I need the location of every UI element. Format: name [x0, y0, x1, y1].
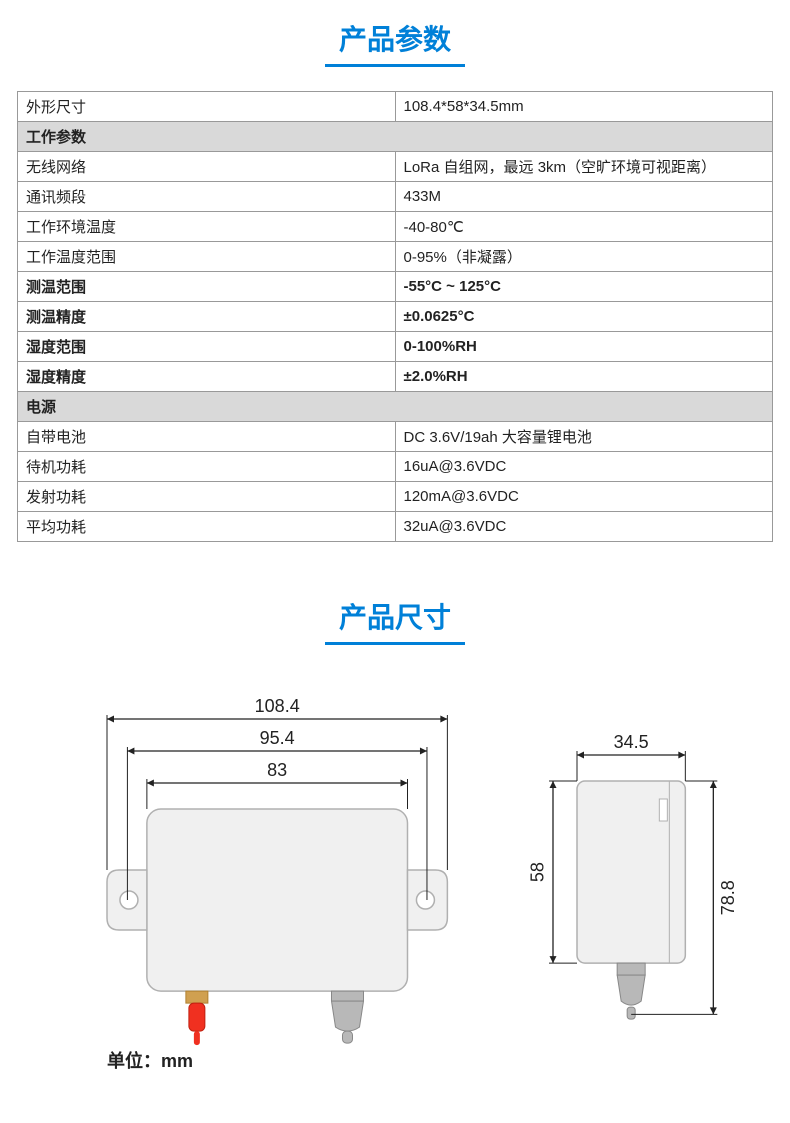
spec-value-cell: 16uA@3.6VDC: [395, 452, 773, 482]
section-title-params: 产品参数: [0, 0, 790, 73]
section-header-cell: 电源: [18, 392, 773, 422]
spec-value-cell: ±0.0625°C: [395, 302, 773, 332]
title-text: 产品参数: [339, 24, 451, 55]
spec-value-cell: 0-95%（非凝露）: [395, 242, 773, 272]
table-row: 湿度精度±2.0%RH: [18, 362, 773, 392]
svg-text:95.4: 95.4: [260, 728, 295, 748]
spec-label-cell: 测温精度: [18, 302, 396, 332]
svg-text:34.5: 34.5: [614, 732, 649, 752]
title-text: 产品尺寸: [339, 602, 451, 633]
spec-label-cell: 工作温度范围: [18, 242, 396, 272]
spec-label-cell: 无线网络: [18, 152, 396, 182]
spec-label-cell: 平均功耗: [18, 512, 396, 542]
table-row: 通讯频段433M: [18, 182, 773, 212]
spec-table: 外形尺寸108.4*58*34.5mm工作参数无线网络LoRa 自组网，最远 3…: [17, 91, 773, 542]
table-row: 测温精度±0.0625°C: [18, 302, 773, 332]
table-row: 外形尺寸108.4*58*34.5mm: [18, 92, 773, 122]
table-row: 工作环境温度-40-80℃: [18, 212, 773, 242]
svg-text:58: 58: [528, 862, 548, 882]
table-row: 湿度范围0-100%RH: [18, 332, 773, 362]
table-row: 平均功耗32uA@3.6VDC: [18, 512, 773, 542]
spec-value-cell: 433M: [395, 182, 773, 212]
table-row: 发射功耗120mA@3.6VDC: [18, 482, 773, 512]
table-row: 工作参数: [18, 122, 773, 152]
spec-label-cell: 测温范围: [18, 272, 396, 302]
spec-label-cell: 通讯频段: [18, 182, 396, 212]
table-row: 待机功耗16uA@3.6VDC: [18, 452, 773, 482]
spec-label-cell: 湿度精度: [18, 362, 396, 392]
spec-label-cell: 自带电池: [18, 422, 396, 452]
spec-value-cell: 32uA@3.6VDC: [395, 512, 773, 542]
spec-value-cell: -40-80℃: [395, 212, 773, 242]
spec-value-cell: 120mA@3.6VDC: [395, 482, 773, 512]
svg-text:83: 83: [267, 760, 287, 780]
table-row: 无线网络LoRa 自组网，最远 3km（空旷环境可视距离）: [18, 152, 773, 182]
spec-value-cell: LoRa 自组网，最远 3km（空旷环境可视距离）: [395, 152, 773, 182]
spec-label-cell: 外形尺寸: [18, 92, 396, 122]
svg-text:78.8: 78.8: [718, 880, 738, 915]
spec-label-cell: 发射功耗: [18, 482, 396, 512]
unit-label: 单位：mm: [107, 1047, 193, 1073]
svg-text:108.4: 108.4: [255, 696, 300, 716]
spec-value-cell: 0-100%RH: [395, 332, 773, 362]
spec-value-cell: 108.4*58*34.5mm: [395, 92, 773, 122]
spec-value-cell: -55°C ~ 125°C: [395, 272, 773, 302]
spec-value-cell: ±2.0%RH: [395, 362, 773, 392]
spec-value-cell: DC 3.6V/19ah 大容量锂电池: [395, 422, 773, 452]
spec-label-cell: 待机功耗: [18, 452, 396, 482]
table-row: 自带电池DC 3.6V/19ah 大容量锂电池: [18, 422, 773, 452]
spec-label-cell: 湿度范围: [18, 332, 396, 362]
spec-label-cell: 工作环境温度: [18, 212, 396, 242]
section-header-cell: 工作参数: [18, 122, 773, 152]
table-row: 电源: [18, 392, 773, 422]
section-title-dims: 产品尺寸: [0, 578, 790, 651]
dimension-diagram: 108.495.48334.55878.8 单位：mm: [17, 679, 773, 1059]
table-row: 工作温度范围0-95%（非凝露）: [18, 242, 773, 272]
table-row: 测温范围-55°C ~ 125°C: [18, 272, 773, 302]
